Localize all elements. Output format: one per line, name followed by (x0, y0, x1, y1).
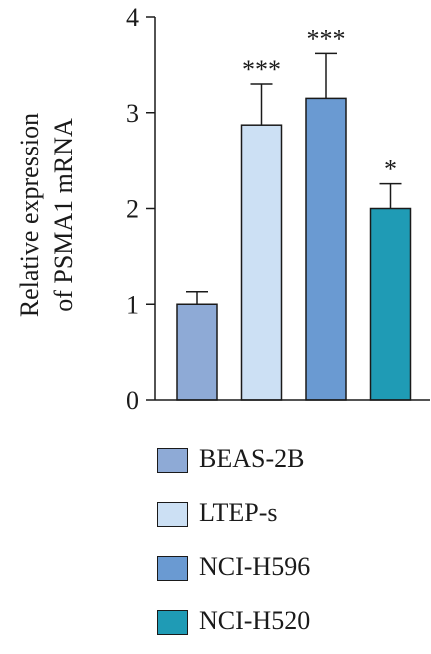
bar-0 (176, 303, 218, 401)
legend-swatch-beas-2b (157, 448, 188, 473)
y-tick-label-4: 4 (126, 3, 139, 32)
legend-swatch-nci-h520 (157, 610, 188, 635)
y-tick-label-2: 2 (126, 195, 139, 224)
bar-1 (240, 124, 283, 401)
bar-chart: Relative expression of PSMA1 mRNA ******… (15, 3, 430, 415)
significance-label-3: * (384, 155, 397, 184)
legend-label-nci-h596: NCI-H596 (199, 552, 311, 581)
bar-3 (369, 207, 412, 401)
legend-label-ltep-s: LTEP-s (199, 498, 278, 527)
y-tick-label-3: 3 (126, 99, 139, 128)
y-tick-label-1: 1 (126, 290, 139, 319)
y-axis-label-line2: of PSMA1 mRNA (49, 118, 78, 312)
y-axis-label-line1: Relative expression (15, 113, 44, 317)
significance-label-2: *** (307, 24, 346, 53)
bar-2 (305, 97, 347, 401)
significance-label-1: *** (242, 55, 281, 84)
legend-swatch-ltep-s (157, 502, 188, 527)
legend-swatch-nci-h596 (157, 556, 188, 581)
legend-label-nci-h520: NCI-H520 (199, 606, 311, 635)
y-tick-label-0: 0 (126, 386, 139, 415)
y-axis-label: Relative expression of PSMA1 mRNA (15, 113, 78, 317)
legend-label-beas-2b: BEAS-2B (199, 444, 305, 473)
